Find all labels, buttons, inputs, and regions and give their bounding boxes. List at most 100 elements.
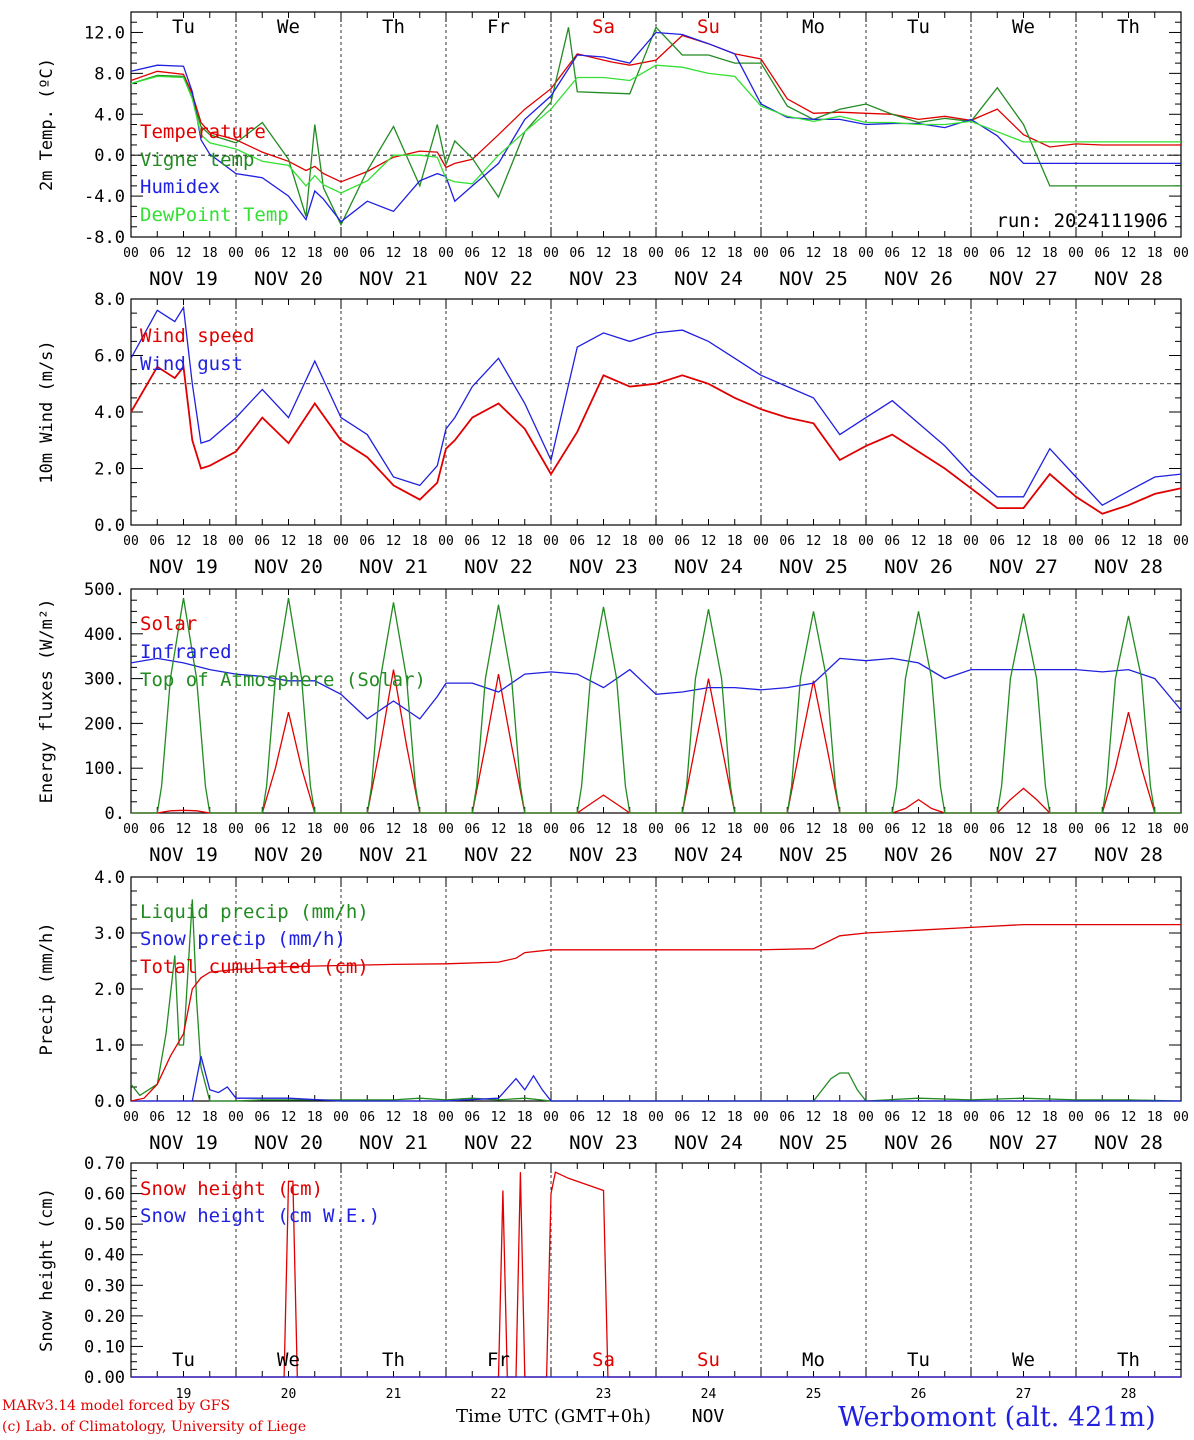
x-hour-label: 06 [569, 534, 585, 549]
x-hour-label: 18 [937, 1110, 953, 1125]
x-hour-label: 12 [176, 1110, 192, 1125]
x-hour-label: 18 [307, 1110, 323, 1125]
x-hour-label: 18 [622, 534, 638, 549]
x-hour-label: 06 [1094, 822, 1110, 837]
y-axis-label: 10m Wind (m/s) [37, 340, 57, 483]
x-hour-label: 12 [176, 534, 192, 549]
y-tick-label: 8.0 [94, 290, 125, 310]
weekday-label-top: We [277, 16, 300, 38]
x-day-label: NOV 20 [254, 556, 323, 578]
y-tick-label: 4.0 [94, 868, 125, 888]
x-hour-label: 18 [202, 534, 218, 549]
bottom-day-number: 26 [911, 1387, 927, 1402]
x-hour-label: 00 [1173, 822, 1189, 837]
y-tick-label: 0.70 [84, 1154, 125, 1174]
x-hour-label: 12 [701, 246, 717, 261]
x-hour-label: 12 [386, 822, 402, 837]
x-day-label: NOV 19 [149, 268, 218, 290]
legend-entry: Solar [140, 613, 197, 635]
x-day-label: NOV 22 [464, 556, 533, 578]
x-day-label: NOV 28 [1094, 556, 1163, 578]
x-hour-label: 18 [307, 246, 323, 261]
legend-entry: Snow height (cm W.E.) [140, 1205, 380, 1227]
panel-3 [130, 588, 1182, 814]
bottom-day-number: 23 [596, 1387, 612, 1402]
series-line [130, 34, 1181, 183]
x-hour-label: 18 [832, 534, 848, 549]
x-hour-label: 18 [202, 822, 218, 837]
y-tick-label: 12.0 [84, 23, 125, 43]
x-hour-label: 00 [753, 246, 769, 261]
x-hour-label: 12 [911, 822, 927, 837]
x-day-label: NOV 19 [149, 844, 218, 866]
weekday-label-bottom: Fr [487, 1349, 510, 1371]
x-day-label: NOV 20 [254, 844, 323, 866]
x-day-label: NOV 28 [1094, 268, 1163, 290]
bottom-day-number: 19 [176, 1387, 192, 1402]
x-hour-label: 18 [622, 246, 638, 261]
x-hour-label: 06 [674, 822, 690, 837]
series-line [130, 923, 1181, 1102]
x-hour-label: 06 [989, 1110, 1005, 1125]
x-day-label: NOV 24 [674, 1132, 743, 1154]
x-hour-label: 06 [464, 822, 480, 837]
series-line [130, 64, 1181, 194]
x-day-label: NOV 20 [254, 268, 323, 290]
x-hour-label: 12 [596, 246, 612, 261]
x-hour-label: 18 [1147, 1110, 1163, 1125]
x-day-label: NOV 25 [779, 556, 848, 578]
x-hour-label: 18 [727, 822, 743, 837]
x-hour-label: 18 [622, 822, 638, 837]
bottom-day-number: 27 [1016, 1387, 1032, 1402]
x-hour-label: 12 [176, 246, 192, 261]
x-hour-label: 18 [517, 246, 533, 261]
legend-entry: Total cumulated (cm) [140, 956, 369, 978]
x-hour-label: 06 [674, 246, 690, 261]
x-day-label: NOV 26 [884, 1132, 953, 1154]
x-hour-label: 06 [884, 822, 900, 837]
x-day-label: NOV 19 [149, 1132, 218, 1154]
x-hour-label: 12 [491, 1110, 507, 1125]
x-day-label: NOV 26 [884, 844, 953, 866]
x-hour-label: 18 [412, 1110, 428, 1125]
x-hour-label: 18 [1042, 534, 1058, 549]
x-hour-label: 18 [307, 822, 323, 837]
x-hour-label: 00 [543, 534, 559, 549]
x-hour-label: 00 [963, 534, 979, 549]
weekday-label-bottom: We [1012, 1349, 1035, 1371]
x-hour-label: 00 [543, 246, 559, 261]
y-tick-label: 0.0 [94, 516, 125, 536]
x-day-label: NOV 19 [149, 556, 218, 578]
y-tick-label: 0.20 [84, 1307, 125, 1327]
x-hour-label: 06 [254, 246, 270, 261]
x-hour-label: 12 [596, 1110, 612, 1125]
x-hour-label: 12 [386, 1110, 402, 1125]
x-hour-label: 06 [779, 822, 795, 837]
x-hour-label: 12 [911, 1110, 927, 1125]
x-hour-label: 12 [386, 534, 402, 549]
x-hour-label: 00 [438, 534, 454, 549]
y-tick-label: 2.0 [94, 980, 125, 1000]
x-hour-label: 12 [701, 534, 717, 549]
x-hour-label: 06 [674, 534, 690, 549]
x-hour-label: 12 [1121, 246, 1137, 261]
legend-entry: Wind gust [140, 353, 243, 375]
weekday-label-bottom: Th [1117, 1349, 1140, 1371]
x-day-label: NOV 28 [1094, 844, 1163, 866]
x-day-label: NOV 26 [884, 268, 953, 290]
x-hour-label: 06 [989, 534, 1005, 549]
x-hour-label: 06 [149, 534, 165, 549]
x-hour-label: 00 [123, 822, 139, 837]
x-hour-label: 06 [884, 534, 900, 549]
x-hour-label: 06 [569, 822, 585, 837]
x-hour-label: 00 [648, 246, 664, 261]
legend-entry: Top of Atmosphere (Solar) [140, 669, 426, 691]
x-hour-label: 00 [648, 1110, 664, 1125]
x-hour-label: 00 [858, 822, 874, 837]
y-tick-label: 300. [84, 670, 125, 690]
x-hour-label: 12 [596, 534, 612, 549]
x-hour-label: 00 [228, 1110, 244, 1125]
x-hour-label: 18 [832, 822, 848, 837]
x-hour-label: 18 [1147, 534, 1163, 549]
